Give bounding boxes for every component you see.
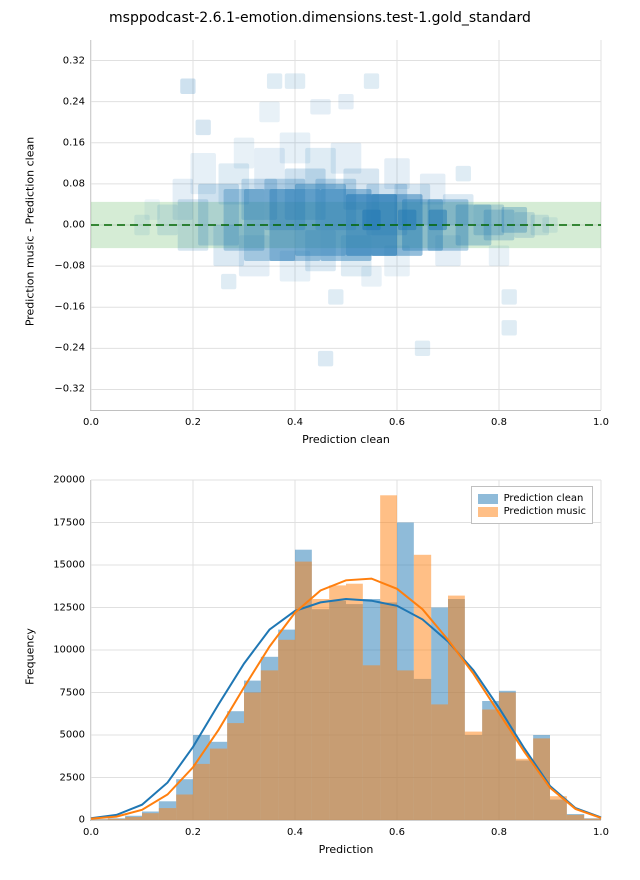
top-ylabel: Prediction music - Prediction clean bbox=[24, 137, 37, 326]
scatter-blob bbox=[502, 289, 517, 304]
xtick: 0.0 bbox=[83, 827, 99, 838]
legend-swatch bbox=[478, 507, 498, 517]
xtick: 0.2 bbox=[185, 417, 201, 428]
hist-bar-music bbox=[210, 749, 227, 820]
hist-bar-music bbox=[142, 813, 159, 820]
scatter-blob bbox=[456, 166, 471, 181]
xtick: 0.2 bbox=[185, 827, 201, 838]
hist-bar-music bbox=[397, 670, 414, 820]
hist-bar-music bbox=[176, 795, 193, 821]
ytick: 20000 bbox=[53, 475, 85, 486]
hist-bar-music bbox=[125, 817, 142, 820]
xtick: 0.4 bbox=[287, 417, 303, 428]
histogram-legend: Prediction clean Prediction music bbox=[471, 486, 593, 524]
scatter-blob bbox=[310, 99, 330, 114]
scatter-blob bbox=[259, 102, 279, 123]
scatter-blob bbox=[267, 73, 282, 88]
scatter-blob bbox=[285, 73, 305, 88]
top-xlabel: Prediction clean bbox=[302, 433, 390, 446]
ytick: 17500 bbox=[53, 517, 85, 528]
ytick: 0.32 bbox=[63, 55, 85, 66]
legend-item-clean: Prediction clean bbox=[478, 493, 586, 504]
scatter-blob bbox=[180, 79, 195, 94]
hist-bar-music bbox=[346, 584, 363, 820]
scatter-blob bbox=[328, 289, 343, 304]
ytick: 0.00 bbox=[63, 220, 85, 231]
bot-xlabel: Prediction bbox=[319, 843, 374, 856]
scatter-blob bbox=[338, 94, 353, 109]
xtick: 0.6 bbox=[389, 417, 405, 428]
scatter-blob bbox=[415, 341, 430, 356]
hist-bar-music bbox=[516, 759, 533, 820]
xtick: 0.8 bbox=[491, 417, 507, 428]
scatter-blob bbox=[196, 120, 211, 135]
hist-bar-music bbox=[482, 710, 499, 821]
xtick: 0.4 bbox=[287, 827, 303, 838]
scatter-blob bbox=[489, 246, 509, 267]
scatter-blob bbox=[234, 138, 254, 169]
ytick: 5000 bbox=[60, 730, 85, 741]
ytick: 0.16 bbox=[63, 137, 85, 148]
ytick: 0.24 bbox=[63, 96, 85, 107]
bot-ylabel: Frequency bbox=[24, 628, 37, 685]
ytick: 0 bbox=[79, 815, 85, 826]
xtick: 0.0 bbox=[83, 417, 99, 428]
ytick: −0.08 bbox=[54, 261, 85, 272]
hist-bar-music bbox=[261, 670, 278, 820]
histogram-panel: Prediction Prediction cleanPrediction mu… bbox=[90, 480, 601, 821]
hist-bar-music bbox=[431, 704, 448, 820]
hist-bar-music bbox=[380, 495, 397, 820]
scatter-svg bbox=[91, 40, 601, 410]
figure-title: msppodcast-2.6.1-emotion.dimensions.test… bbox=[0, 10, 640, 26]
hist-bar-music bbox=[533, 738, 550, 820]
legend-label: Prediction clean bbox=[504, 493, 584, 504]
ytick: −0.32 bbox=[54, 384, 85, 395]
hist-bar-music bbox=[363, 665, 380, 820]
ytick: 10000 bbox=[53, 645, 85, 656]
scatter-blob bbox=[364, 73, 379, 88]
hist-bar-music bbox=[567, 815, 584, 820]
scatter-blob bbox=[502, 320, 517, 335]
hist-bar-music bbox=[465, 732, 482, 820]
scatter-blob bbox=[318, 351, 333, 366]
xtick: 0.8 bbox=[491, 827, 507, 838]
ytick: 7500 bbox=[60, 687, 85, 698]
hist-bar-music bbox=[227, 723, 244, 820]
legend-swatch bbox=[478, 494, 498, 504]
ytick: −0.16 bbox=[54, 302, 85, 313]
hist-bar-music bbox=[584, 819, 601, 820]
hist-bar-music bbox=[329, 585, 346, 820]
hist-bar-music bbox=[414, 555, 431, 820]
ytick: 0.08 bbox=[63, 178, 85, 189]
hist-bar-music bbox=[244, 693, 261, 821]
hist-bar-music bbox=[91, 819, 108, 820]
hist-bar-music bbox=[312, 599, 329, 820]
figure: msppodcast-2.6.1-emotion.dimensions.test… bbox=[0, 0, 640, 880]
ytick: −0.24 bbox=[54, 343, 85, 354]
hist-bar-music bbox=[193, 764, 210, 820]
legend-label: Prediction music bbox=[504, 506, 586, 517]
hist-bar-music bbox=[108, 819, 125, 820]
scatter-blob bbox=[361, 266, 381, 287]
hist-bar-music bbox=[278, 640, 295, 820]
xtick: 1.0 bbox=[593, 417, 609, 428]
ytick: 15000 bbox=[53, 560, 85, 571]
legend-item-music: Prediction music bbox=[478, 506, 586, 517]
scatter-blob bbox=[221, 274, 236, 289]
hist-bar-music bbox=[448, 596, 465, 820]
ytick: 12500 bbox=[53, 602, 85, 613]
xtick: 1.0 bbox=[593, 827, 609, 838]
scatter-panel: Prediction clean −0.32−0.24−0.16−0.080.0… bbox=[90, 40, 601, 411]
ytick: 2500 bbox=[60, 772, 85, 783]
xtick: 0.6 bbox=[389, 827, 405, 838]
histogram-svg bbox=[91, 480, 601, 820]
hist-bar-music bbox=[159, 808, 176, 820]
